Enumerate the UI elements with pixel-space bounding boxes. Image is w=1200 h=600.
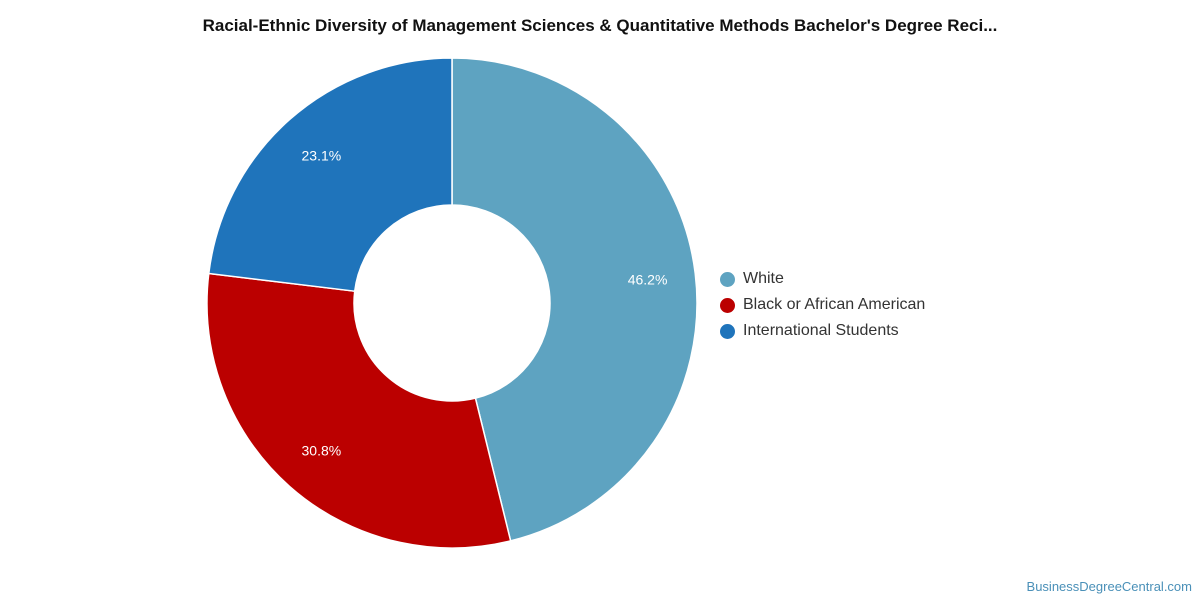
legend-label-black-or-african-american: Black or African American — [743, 296, 926, 313]
legend-label-international-students: International Students — [743, 322, 899, 339]
legend-label-white: White — [743, 270, 784, 287]
legend-item-white[interactable]: White — [720, 266, 925, 292]
legend-swatch-white — [720, 271, 735, 287]
legend: White Black or African American Internat… — [720, 266, 925, 344]
legend-item-black-or-african-american[interactable]: Black or African American — [720, 292, 925, 318]
slice-black-or-african-american[interactable] — [206, 272, 512, 549]
legend-swatch-black-or-african-american — [720, 297, 735, 313]
source-watermark[interactable]: BusinessDegreeCentral.com — [1026, 579, 1192, 594]
slice-white[interactable] — [451, 57, 698, 542]
legend-item-international-students[interactable]: International Students — [720, 318, 925, 344]
legend-swatch-international-students — [720, 323, 735, 339]
slice-label-white: 46.2% — [628, 271, 668, 287]
chart-title: Racial-Ethnic Diversity of Management Sc… — [202, 16, 998, 35]
slice-label-international-students: 23.1% — [302, 148, 342, 164]
slice-label-black-or-african-american: 30.8% — [302, 442, 342, 458]
slice-international-students[interactable] — [207, 57, 453, 293]
